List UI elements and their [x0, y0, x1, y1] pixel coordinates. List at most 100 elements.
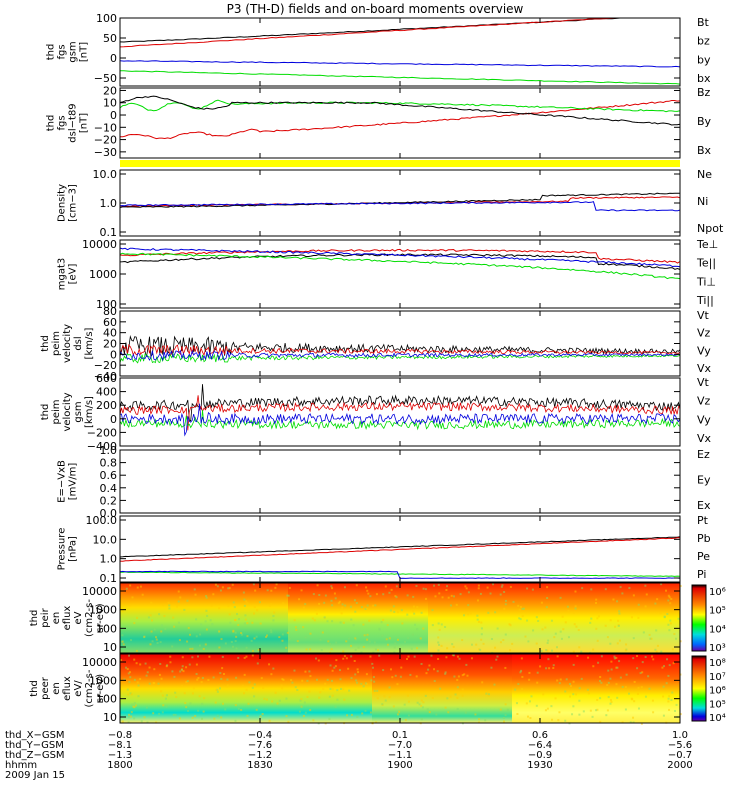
spectrogram-speckle [441, 596, 444, 599]
spectrogram-speckle [331, 620, 334, 623]
spectrogram-speckle [559, 596, 562, 599]
spectrogram-speckle [216, 714, 219, 717]
y-axis-label: [nT] [79, 42, 90, 62]
spectrogram-speckle [666, 658, 669, 661]
spectrogram-speckle [641, 671, 644, 674]
spectrogram-speckle [218, 687, 221, 690]
spectrogram-speckle [285, 697, 288, 700]
spectrogram-speckle [504, 714, 507, 717]
y-axis-label: eV [73, 611, 84, 624]
spectrogram-speckle [265, 635, 268, 638]
spectrogram-speckle [177, 600, 180, 603]
spectrogram-speckle [362, 623, 365, 626]
spectrogram-speckle [431, 697, 434, 700]
x-tick-label: −7.6 [248, 740, 272, 751]
spectrogram-speckle [221, 667, 224, 670]
spectrogram-speckle [331, 694, 334, 697]
spectrogram-speckle [127, 721, 130, 724]
spectrogram-speckle [350, 713, 353, 716]
x-row-label: thd_X−GSM [5, 730, 65, 741]
spectrogram-speckle [129, 604, 132, 607]
spectrogram-speckle [437, 583, 440, 586]
spectrogram-speckle [189, 647, 192, 650]
spectrogram-speckle [376, 697, 379, 700]
spectrogram-speckle [632, 637, 635, 640]
spectrogram-speckle [178, 639, 181, 642]
spectrogram-speckle [436, 670, 439, 673]
spectrogram-speckle [204, 643, 207, 646]
spectrogram-speckle [550, 619, 553, 622]
spectrogram-speckle [133, 717, 136, 720]
spectrogram-speckle [162, 704, 165, 707]
spectrogram-speckle [642, 631, 645, 634]
spectrogram-speckle [181, 685, 184, 688]
spectrogram-speckle [480, 627, 483, 630]
spectrogram-speckle [456, 707, 459, 710]
legend-npot: Npot [697, 222, 724, 235]
spectrogram-speckle [228, 613, 231, 616]
spectrogram-speckle [373, 641, 376, 644]
y-tick-label: −20 [94, 359, 117, 372]
spectrogram-speckle [376, 689, 379, 692]
spectrogram-speckle [129, 584, 132, 587]
spectrogram-speckle [122, 643, 125, 646]
spectrogram-speckle [484, 719, 487, 722]
spectrogram-speckle [400, 666, 403, 669]
spectrogram-speckle [127, 693, 130, 696]
spectrogram-speckle [259, 622, 262, 625]
spectrogram-speckle [591, 715, 594, 718]
spectrogram-speckle [363, 634, 366, 637]
spectrogram-speckle [461, 674, 464, 677]
spectrogram-speckle [355, 602, 358, 605]
spectrogram-speckle [616, 696, 619, 699]
legend-ne: Ne [697, 168, 712, 181]
series-bx [119, 60, 681, 68]
spectrogram-speckle [209, 619, 212, 622]
spectrogram-speckle [172, 713, 175, 716]
spectrogram-speckle [181, 665, 184, 668]
spectrogram-speckle [600, 681, 603, 684]
spectrogram-speckle [245, 655, 248, 658]
spectrogram-speckle [315, 678, 318, 681]
spectrogram-speckle [512, 600, 515, 603]
spectrogram-speckle [151, 619, 154, 622]
spectrogram-speckle [342, 650, 345, 653]
colorbar-label: 10³ [709, 643, 726, 654]
spectrogram-speckle [600, 655, 603, 658]
spectrogram-speckle [433, 668, 436, 671]
spectrogram-speckle [324, 682, 327, 685]
spectrogram-speckle [147, 616, 150, 619]
spectrogram-speckle [146, 721, 149, 724]
spectrogram-speckle [195, 635, 198, 638]
spectrogram-speckle [382, 669, 385, 672]
spectrogram-speckle [478, 718, 481, 721]
spectrogram-speckle [650, 637, 653, 640]
spectrogram-speckle [447, 711, 450, 714]
spectrogram-speckle [518, 608, 521, 611]
spectrogram-speckle [616, 666, 619, 669]
x-tick-label: 0.6 [532, 730, 548, 741]
spectrogram-speckle [265, 634, 268, 637]
spectrogram-speckle [309, 648, 312, 651]
spectrogram-speckle [365, 683, 368, 686]
spectrogram-speckle [444, 671, 447, 674]
spectrogram-speckle [298, 710, 301, 713]
spectrogram-speckle [353, 660, 356, 663]
quality-flag-bar [120, 160, 680, 167]
spectrogram-speckle [654, 602, 657, 605]
spectrogram-speckle [281, 633, 284, 636]
spectrogram-speckle [328, 717, 331, 720]
x-tick-label: −0.7 [668, 750, 692, 761]
y-tick-label: 1000 [89, 604, 117, 617]
spectrogram-speckle [572, 650, 575, 653]
spectrogram-speckle [663, 665, 666, 668]
spectrogram-speckle [232, 645, 235, 648]
spectrogram-speckle [564, 690, 567, 693]
spectrogram-speckle [275, 583, 278, 586]
spectrogram-speckle [232, 601, 235, 604]
spectrogram-speckle [445, 589, 448, 592]
spectrogram-speckle [328, 695, 331, 698]
spectrogram-speckle [521, 607, 524, 610]
spectrogram-speckle [440, 623, 443, 626]
y-tick-label: 1.0 [100, 197, 118, 210]
